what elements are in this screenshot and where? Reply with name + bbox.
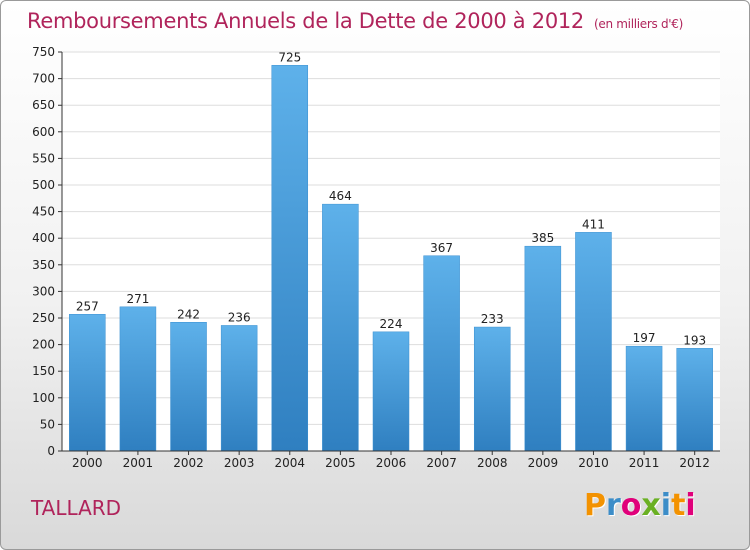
bar bbox=[473, 326, 511, 452]
data-label: 236 bbox=[228, 310, 251, 324]
y-tick-label: 350 bbox=[32, 258, 55, 272]
data-label: 367 bbox=[430, 241, 453, 255]
data-label: 464 bbox=[329, 189, 352, 203]
bar bbox=[322, 203, 359, 452]
y-tick-label: 50 bbox=[40, 417, 55, 431]
logo-letter: i bbox=[660, 488, 672, 523]
y-tick-label: 650 bbox=[32, 98, 55, 112]
y-tick-label: 400 bbox=[32, 231, 55, 245]
y-tick-label: 750 bbox=[32, 45, 55, 59]
chart-title-text: Remboursements Annuels de la Dette de 20… bbox=[27, 9, 584, 33]
bar bbox=[676, 348, 713, 452]
y-tick-label: 500 bbox=[32, 178, 55, 192]
data-label: 242 bbox=[177, 307, 200, 321]
place-name: TALLARD bbox=[31, 496, 122, 520]
x-tick-label: 2002 bbox=[173, 456, 204, 470]
data-label: 411 bbox=[582, 217, 605, 231]
x-tick-label: 2005 bbox=[325, 456, 356, 470]
data-label: 197 bbox=[633, 331, 656, 345]
x-tick-label: 2001 bbox=[123, 456, 154, 470]
x-tick-label: 2003 bbox=[224, 456, 255, 470]
x-tick-label: 2006 bbox=[376, 456, 407, 470]
data-label: 233 bbox=[481, 312, 504, 326]
bar bbox=[575, 232, 612, 452]
bar bbox=[423, 255, 460, 452]
x-tick-label: 2007 bbox=[426, 456, 457, 470]
chart-title: Remboursements Annuels de la Dette de 20… bbox=[27, 9, 683, 33]
y-tick-label: 200 bbox=[32, 338, 55, 352]
x-tick-label: 2010 bbox=[578, 456, 609, 470]
logo-letter: t bbox=[671, 488, 686, 523]
proxiti-logo: Proxiti bbox=[584, 488, 696, 523]
logo-letter: x bbox=[641, 488, 661, 523]
y-tick-label: 250 bbox=[32, 311, 55, 325]
logo-letter: r bbox=[606, 488, 621, 523]
y-tick-label: 150 bbox=[32, 364, 55, 378]
data-label: 193 bbox=[683, 333, 706, 347]
y-tick-label: 100 bbox=[32, 391, 55, 405]
data-label: 224 bbox=[380, 317, 403, 331]
y-tick-label: 550 bbox=[32, 151, 55, 165]
logo-letter: P bbox=[584, 488, 606, 523]
bar bbox=[372, 331, 410, 452]
x-tick-label: 2011 bbox=[629, 456, 660, 470]
data-label: 385 bbox=[531, 231, 554, 245]
bar bbox=[524, 245, 562, 452]
y-tick-label: 0 bbox=[47, 444, 55, 458]
bar bbox=[271, 65, 309, 452]
data-label: 725 bbox=[278, 50, 301, 64]
x-tick-label: 2008 bbox=[477, 456, 508, 470]
bar bbox=[220, 325, 258, 452]
bar bbox=[69, 314, 106, 452]
x-tick-label: 2004 bbox=[274, 456, 305, 470]
y-tick-label: 450 bbox=[32, 205, 55, 219]
y-tick-label: 600 bbox=[32, 125, 55, 139]
chart-unit: (en milliers d'€) bbox=[594, 17, 684, 31]
logo-letter: i bbox=[685, 488, 696, 523]
data-label: 257 bbox=[76, 299, 99, 313]
x-tick-label: 2000 bbox=[72, 456, 103, 470]
x-tick-label: 2012 bbox=[679, 456, 710, 470]
y-tick-label: 300 bbox=[32, 284, 55, 298]
data-label: 271 bbox=[126, 292, 149, 306]
bar bbox=[625, 345, 663, 452]
bar bbox=[170, 322, 207, 452]
bar bbox=[119, 306, 157, 452]
y-tick-label: 700 bbox=[32, 72, 55, 86]
x-tick-label: 2009 bbox=[528, 456, 559, 470]
logo-letter: o bbox=[620, 488, 642, 523]
